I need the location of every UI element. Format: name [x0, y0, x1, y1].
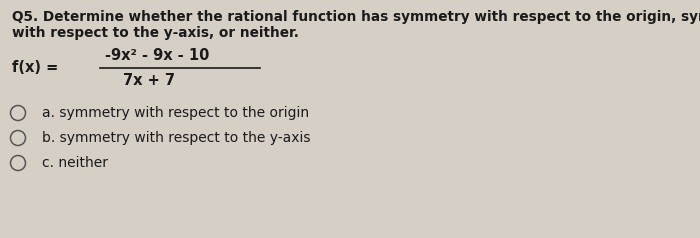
Text: f(x) =: f(x) =: [12, 60, 64, 75]
Text: 7x + 7: 7x + 7: [123, 73, 175, 88]
Text: c. neither: c. neither: [42, 156, 108, 170]
Text: with respect to the y-axis, or neither.: with respect to the y-axis, or neither.: [12, 26, 299, 40]
Text: a. symmetry with respect to the origin: a. symmetry with respect to the origin: [42, 106, 309, 120]
Text: b. symmetry with respect to the y-axis: b. symmetry with respect to the y-axis: [42, 131, 311, 145]
Text: -9x² - 9x - 10: -9x² - 9x - 10: [105, 48, 209, 63]
Text: Q5. Determine whether the rational function has symmetry with respect to the ori: Q5. Determine whether the rational funct…: [12, 10, 700, 24]
